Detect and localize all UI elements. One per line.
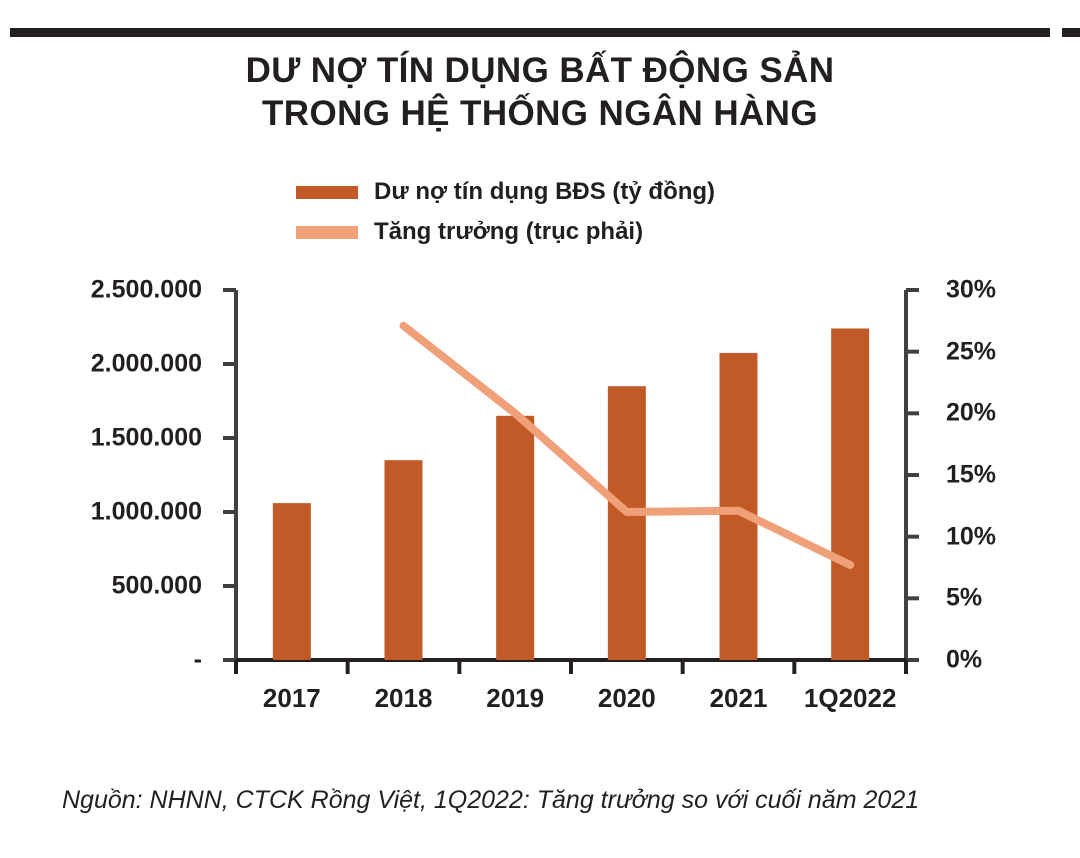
growth-line <box>399 321 855 570</box>
x-axis-label-2018: 2018 <box>374 683 433 713</box>
legend-swatch-line <box>296 225 358 239</box>
x-axis-label-1Q2022: 1Q2022 <box>803 683 897 713</box>
bar-2019 <box>496 415 535 660</box>
chart-title-line-1: DƯ NỢ TÍN DỤNG BẤT ĐỘNG SẢN <box>245 51 835 90</box>
y-left-tick-2: 1.000.000 <box>90 497 202 526</box>
y-axis-left-labels: - 500.000 1.000.000 1.500.000 2.000.000 2.500… <box>0 0 222 858</box>
y-right-tick-2: 10% <box>946 522 997 551</box>
bar-2017 <box>272 503 311 660</box>
y-left-tick-0: - <box>193 645 202 674</box>
y-axis-right-labels: 0% 5% 10% 15% 20% 25% 30% <box>928 0 1078 858</box>
x-axis-label-2020: 2020 <box>597 683 656 713</box>
y-left-tick-1: 500.000 <box>111 571 202 600</box>
legend-swatch-bar <box>296 185 358 199</box>
legend-label-bar: Dư nợ tín dụng BĐS (tỷ đồng) <box>374 178 716 205</box>
bar-2018 <box>384 460 423 660</box>
source-note: Nguồn: NHNN, CTCK Rồng Việt, 1Q2022: Tăn… <box>62 786 920 814</box>
y-right-tick-0: 0% <box>946 645 983 674</box>
x-axis-label-2021: 2021 <box>709 683 768 713</box>
x-axis-label-2017: 2017 <box>262 683 321 713</box>
bar-2020 <box>607 386 646 660</box>
header-rule-main <box>10 28 1050 37</box>
y-left-tick-5: 2.500.000 <box>90 275 202 304</box>
y-right-tick-3: 15% <box>946 460 997 489</box>
y-left-tick-3: 1.500.000 <box>90 423 202 452</box>
y-right-tick-5: 25% <box>946 337 997 366</box>
legend-label-line: Tăng trưởng (trục phải) <box>374 218 644 245</box>
y-right-tick-6: 30% <box>946 275 997 304</box>
x-axis-label-2019: 2019 <box>486 683 545 713</box>
chart-title: DƯ NỢ TÍN DỤNG BẤT ĐỘNG SẢN TRONG HỆ THỐ… <box>0 50 1080 135</box>
header-rule-tail <box>1062 28 1080 37</box>
bar-2021 <box>719 352 758 660</box>
legend-item-bar: Dư nợ tín dụng BĐS (tỷ đồng) <box>0 178 1080 206</box>
chart-title-line-2: TRONG HỆ THỐNG NGÂN HÀNG <box>262 93 818 133</box>
header-rule <box>0 28 1080 37</box>
legend-item-line: Tăng trưởng (trục phải) <box>0 218 1080 246</box>
y-right-tick-1: 5% <box>946 583 983 612</box>
y-left-tick-4: 2.000.000 <box>90 349 202 378</box>
chart-legend: Dư nợ tín dụng BĐS (tỷ đồng) Tăng trưởng… <box>0 178 1080 258</box>
bar-1Q2022 <box>831 328 870 660</box>
y-right-tick-4: 20% <box>946 398 997 427</box>
